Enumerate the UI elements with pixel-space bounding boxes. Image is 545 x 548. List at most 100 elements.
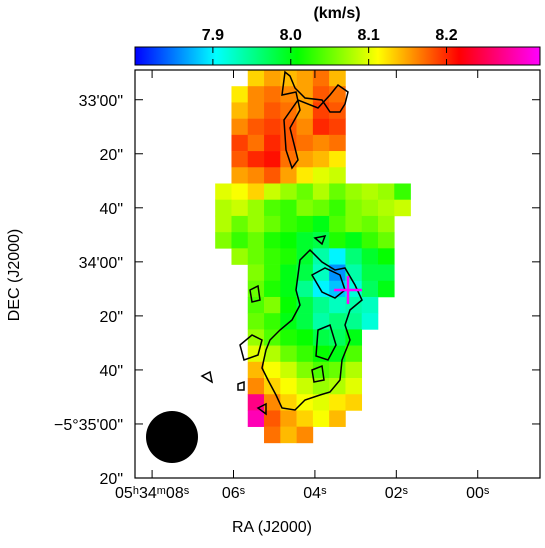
cell [247, 248, 265, 265]
cell [296, 102, 314, 119]
cell [280, 215, 297, 233]
cell [247, 280, 265, 298]
cell [378, 232, 395, 249]
cell [329, 313, 346, 330]
colorbar-tick-label: 7.9 [202, 27, 224, 44]
cell [247, 215, 265, 233]
contour [256, 402, 267, 416]
cell [361, 183, 379, 200]
cell [264, 345, 281, 363]
cell [280, 329, 297, 346]
cell [280, 280, 297, 298]
cell [312, 118, 330, 136]
cell [312, 167, 330, 184]
cell [215, 183, 232, 200]
cell [312, 361, 330, 379]
cell [329, 232, 346, 249]
contours [200, 70, 363, 416]
cell [329, 378, 346, 395]
cell [280, 361, 297, 379]
cell [378, 248, 395, 265]
cell [361, 296, 379, 314]
cell [231, 102, 249, 119]
cell [247, 70, 265, 87]
colorbar-tick-label: 8.0 [280, 27, 302, 44]
plot-frame [134, 69, 541, 479]
cell [264, 215, 281, 233]
y-tick-label: −5°35'00" [54, 417, 123, 434]
cell [312, 313, 330, 330]
cell [296, 426, 314, 444]
cell [312, 329, 330, 346]
cell [312, 86, 330, 103]
cell [264, 134, 281, 152]
x-tick-label: 06ˢ [222, 485, 246, 502]
cell [280, 199, 297, 217]
cell [329, 118, 346, 136]
cell [264, 102, 281, 119]
cell [345, 345, 363, 363]
contour [313, 234, 327, 246]
contour [249, 284, 261, 303]
cell [329, 102, 346, 119]
cell [247, 410, 265, 427]
cell [296, 118, 314, 136]
heatmap [215, 70, 411, 444]
x-tick-label: 02ˢ [385, 485, 409, 502]
cell [247, 232, 265, 249]
cell [231, 232, 249, 249]
colorbar-tick-label: 8.2 [435, 27, 457, 44]
cell [345, 361, 363, 379]
cell [264, 378, 281, 395]
cell [296, 313, 314, 330]
cell [280, 296, 297, 314]
cell [264, 199, 281, 217]
cell [296, 378, 314, 395]
cell [247, 264, 265, 282]
cell [264, 313, 281, 330]
cell [296, 280, 314, 298]
cell [345, 313, 363, 330]
cell [231, 215, 249, 233]
cell [296, 232, 314, 249]
cell [329, 151, 346, 168]
cell [378, 264, 395, 282]
x-tick-label: 04ˢ [303, 485, 327, 502]
cell [312, 102, 330, 119]
cell [231, 134, 249, 152]
cell [264, 248, 281, 265]
cell [361, 215, 379, 233]
cell [247, 102, 265, 119]
cell [329, 248, 346, 265]
cell [345, 215, 363, 233]
cell [215, 199, 232, 217]
cell [296, 183, 314, 200]
cell [361, 264, 379, 282]
cell [361, 248, 379, 265]
cell [231, 248, 249, 265]
cell [264, 410, 281, 427]
cell [247, 345, 265, 363]
cell [329, 410, 346, 427]
cell [247, 151, 265, 168]
cell [280, 345, 297, 363]
cell [378, 215, 395, 233]
cell [312, 394, 330, 411]
cell [296, 167, 314, 184]
cell [329, 264, 346, 282]
cell [345, 199, 363, 217]
contour [261, 248, 363, 411]
cell [296, 329, 314, 346]
cell [345, 248, 363, 265]
colorbar [134, 46, 541, 66]
cell [329, 199, 346, 217]
cell [329, 183, 346, 200]
cell [394, 199, 411, 217]
cell [329, 296, 346, 314]
cell [231, 118, 249, 136]
cell [280, 410, 297, 427]
position-marker [334, 276, 362, 304]
cell [312, 199, 330, 217]
y-tick-label: 20" [100, 309, 123, 326]
